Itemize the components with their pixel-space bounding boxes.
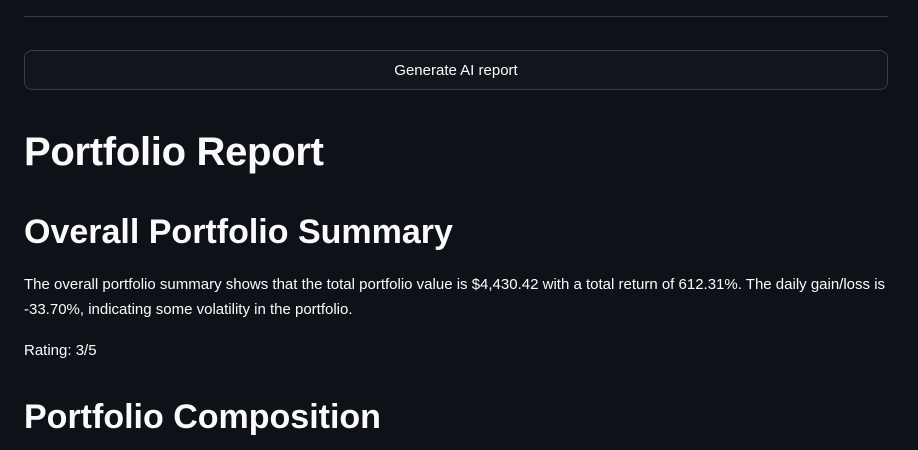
- generate-ai-report-button[interactable]: Generate AI report: [24, 50, 888, 90]
- summary-rating: Rating: 3/5: [24, 342, 97, 359]
- page-title: Portfolio Report: [24, 130, 324, 174]
- divider: [24, 16, 888, 17]
- summary-paragraph: The overall portfolio summary shows that…: [24, 276, 886, 318]
- summary-heading: Overall Portfolio Summary: [24, 213, 453, 251]
- composition-heading: Portfolio Composition: [24, 398, 381, 436]
